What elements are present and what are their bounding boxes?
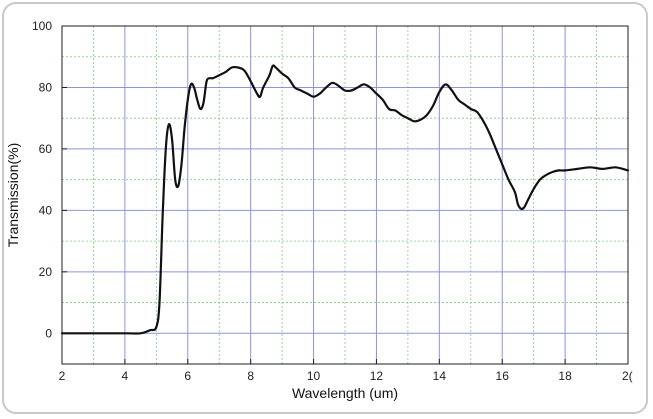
- y-tick-label: 40: [39, 203, 53, 217]
- x-tick-label: 6: [184, 369, 191, 383]
- y-tick-label: 80: [39, 80, 53, 94]
- major-grid: [62, 26, 628, 364]
- y-axis-title: Transmission(%): [5, 143, 21, 248]
- y-tick-label: 0: [45, 326, 52, 340]
- x-tick-labels: 2 4 6 8 10 12 14 16 18 2(: [59, 369, 633, 383]
- x-tick-label: 8: [247, 369, 254, 383]
- y-tick-label: 100: [32, 19, 52, 33]
- y-tick-label: 20: [39, 265, 53, 279]
- x-tick-label: 16: [496, 369, 510, 383]
- x-tick-label: 2: [59, 369, 66, 383]
- x-tick-label: 14: [433, 369, 447, 383]
- x-tick-label: 2(: [622, 369, 633, 383]
- plot-area-border: [61, 25, 629, 365]
- x-axis-title: Wavelength (um): [292, 385, 398, 401]
- x-tick-label: 4: [122, 369, 129, 383]
- transmission-line: [60, 64, 630, 335]
- y-tick-labels: 0 20 40 60 80 100: [32, 19, 52, 340]
- x-tick-label: 18: [558, 369, 572, 383]
- x-tick-label: 10: [307, 369, 321, 383]
- chart-frame: [2, 2, 648, 414]
- x-tick-label: 12: [370, 369, 384, 383]
- minor-grid: [62, 26, 628, 365]
- y-tick-label: 60: [39, 142, 53, 156]
